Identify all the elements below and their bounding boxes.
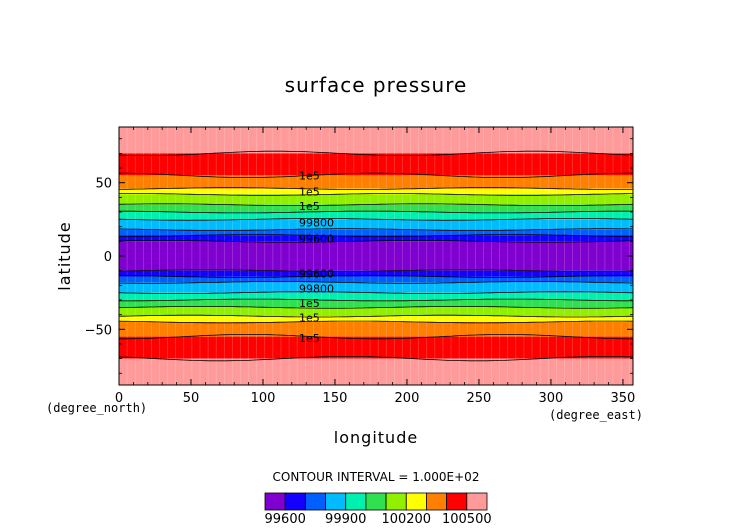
x-tick-label: 200 xyxy=(395,391,420,406)
colorbar-swatch xyxy=(385,492,407,511)
contour-line xyxy=(119,210,633,214)
colorbar-swatch xyxy=(304,492,326,511)
contour-line xyxy=(119,306,633,309)
colorbar-swatch xyxy=(284,492,306,511)
colorbar-label: 100500 xyxy=(442,512,492,527)
x-tick-label: 350 xyxy=(611,391,636,406)
band-10 xyxy=(119,241,633,271)
contour-line xyxy=(119,150,633,156)
band-17 xyxy=(119,316,633,322)
band-3 xyxy=(119,188,633,195)
contour-line xyxy=(119,228,633,231)
y-unit-label: (degree_north) xyxy=(46,401,147,415)
meridian-lines xyxy=(119,127,630,385)
y-axis-label: latitude xyxy=(55,221,74,290)
chart-title: surface pressure xyxy=(285,73,468,97)
contour-label: 1e5 xyxy=(299,312,320,325)
colorbar-label: 99900 xyxy=(325,512,366,527)
contour-label: 1e5 xyxy=(299,169,320,182)
contour-label: 99800 xyxy=(299,216,334,229)
contour-label: 99600 xyxy=(299,268,334,281)
band-15 xyxy=(119,299,633,308)
x-axis-ticks: 0 50 100 150 200 250 300 350 xyxy=(115,127,635,406)
colorbar-swatch xyxy=(365,492,387,511)
band-4 xyxy=(119,194,633,205)
colorbar-swatch xyxy=(405,492,427,511)
x-tick-label: 300 xyxy=(539,391,564,406)
contour-line xyxy=(119,203,633,206)
band-1 xyxy=(119,153,633,176)
contour-lines xyxy=(119,150,633,362)
contour-label: 1e5 xyxy=(299,297,320,310)
contour-line xyxy=(119,193,633,196)
x-tick-label: 50 xyxy=(183,391,200,406)
colorbar-labels: 99600 99900 100200 100500 xyxy=(265,512,492,527)
contour-label: 1e5 xyxy=(299,332,320,345)
band-20 xyxy=(119,358,633,385)
x-unit-label: (degree_east) xyxy=(549,408,643,422)
contour-line xyxy=(119,320,633,324)
contour-line xyxy=(119,218,633,221)
x-tick-label: 250 xyxy=(467,391,492,406)
band-6 xyxy=(119,212,633,220)
contour-interval-text: CONTOUR INTERVAL = 1.000E+02 xyxy=(273,470,480,484)
contour-bands xyxy=(119,127,633,385)
band-9 xyxy=(119,235,633,242)
contour-line xyxy=(119,314,633,318)
colorbar xyxy=(264,492,488,511)
x-tick-label: 150 xyxy=(323,391,348,406)
y-tick-label: 50 xyxy=(95,177,112,192)
band-8 xyxy=(119,229,633,236)
contour-label: 1e5 xyxy=(299,186,320,199)
x-tick-label: 0 xyxy=(115,391,123,406)
band-19 xyxy=(119,336,633,359)
band-18 xyxy=(119,321,633,337)
x-axis-label: longitude xyxy=(334,428,418,447)
band-13 xyxy=(119,282,633,293)
band-0 xyxy=(119,127,633,154)
x-tick-label: 100 xyxy=(251,391,276,406)
colorbar-swatch xyxy=(446,492,468,511)
contour-line xyxy=(119,298,633,302)
band-2 xyxy=(119,175,633,189)
band-11 xyxy=(119,270,633,277)
colorbar-label: 100200 xyxy=(381,512,431,527)
contour-line xyxy=(119,291,633,294)
colorbar-swatch xyxy=(466,492,488,511)
band-7 xyxy=(119,219,633,230)
colorbar-swatch xyxy=(264,492,286,511)
contour-line xyxy=(119,334,633,340)
band-5 xyxy=(119,204,633,213)
colorbar-label: 99600 xyxy=(265,512,306,527)
y-axis-ticks: −50 0 50 xyxy=(85,138,633,374)
contour-line xyxy=(119,240,633,243)
band-12 xyxy=(119,276,633,283)
contour-line xyxy=(119,275,633,278)
contour-line xyxy=(119,269,633,272)
colorbar-swatch xyxy=(345,492,367,511)
colorbar-swatch xyxy=(325,492,347,511)
band-14 xyxy=(119,292,633,300)
colorbar-swatch xyxy=(426,492,448,511)
contour-label: 1e5 xyxy=(299,200,320,213)
y-tick-label: −50 xyxy=(85,323,112,338)
contour-line xyxy=(119,234,633,237)
contour-line xyxy=(119,187,633,190)
contour-label: 99600 xyxy=(299,232,334,245)
contour-line xyxy=(119,172,633,178)
contour-line xyxy=(119,281,633,284)
band-16 xyxy=(119,307,633,317)
contour-label: 99800 xyxy=(299,282,334,295)
y-tick-label: 0 xyxy=(104,250,112,265)
contour-line xyxy=(119,356,633,362)
